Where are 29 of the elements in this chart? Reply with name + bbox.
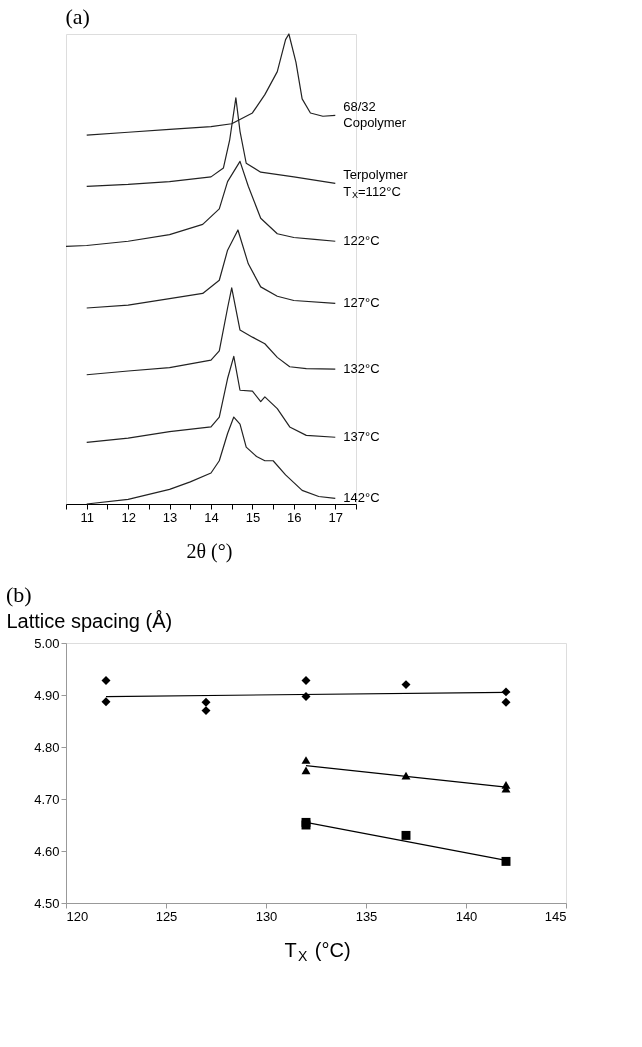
series-label: 142°C [343, 490, 380, 506]
x-tick-label: 14 [204, 509, 219, 525]
series-label: 122°C [343, 233, 380, 249]
y-tick-label: 4.60 [34, 843, 60, 859]
x-tick-label: 11 [80, 509, 94, 525]
y-tick-label: 4.70 [34, 791, 60, 807]
x-tick-label: 145 [544, 908, 567, 924]
x-tick-label: 120 [66, 908, 89, 924]
series-label: 132°C [343, 361, 380, 377]
y-tick-label: 4.80 [34, 739, 60, 755]
series-label: 68/32 Copolymer [343, 99, 407, 131]
x-tick-label: 125 [155, 908, 178, 924]
x-tick-label: 13 [162, 509, 178, 525]
y-tick-label: 4.90 [34, 687, 60, 703]
x-tick-label: 15 [245, 509, 261, 525]
chart-title: (b) [6, 582, 32, 607]
x-axis-title: 2θ (°) [186, 540, 233, 563]
x-tick-label: 16 [287, 509, 302, 525]
x-tick-label: 135 [355, 908, 378, 924]
x-tick-label: 140 [455, 908, 478, 924]
series-label: 137°C [343, 429, 380, 445]
y-tick-label: 5.00 [34, 635, 60, 651]
x-tick-label: 17 [328, 509, 344, 525]
chart-title: (a) [65, 4, 90, 30]
y-tick-label: 4.50 [34, 895, 60, 911]
x-tick-label: 12 [121, 509, 136, 525]
x-tick-label: 130 [255, 908, 278, 924]
series-label: 127°C [343, 295, 380, 311]
y-axis-title: Lattice spacing (Å) [6, 609, 173, 632]
